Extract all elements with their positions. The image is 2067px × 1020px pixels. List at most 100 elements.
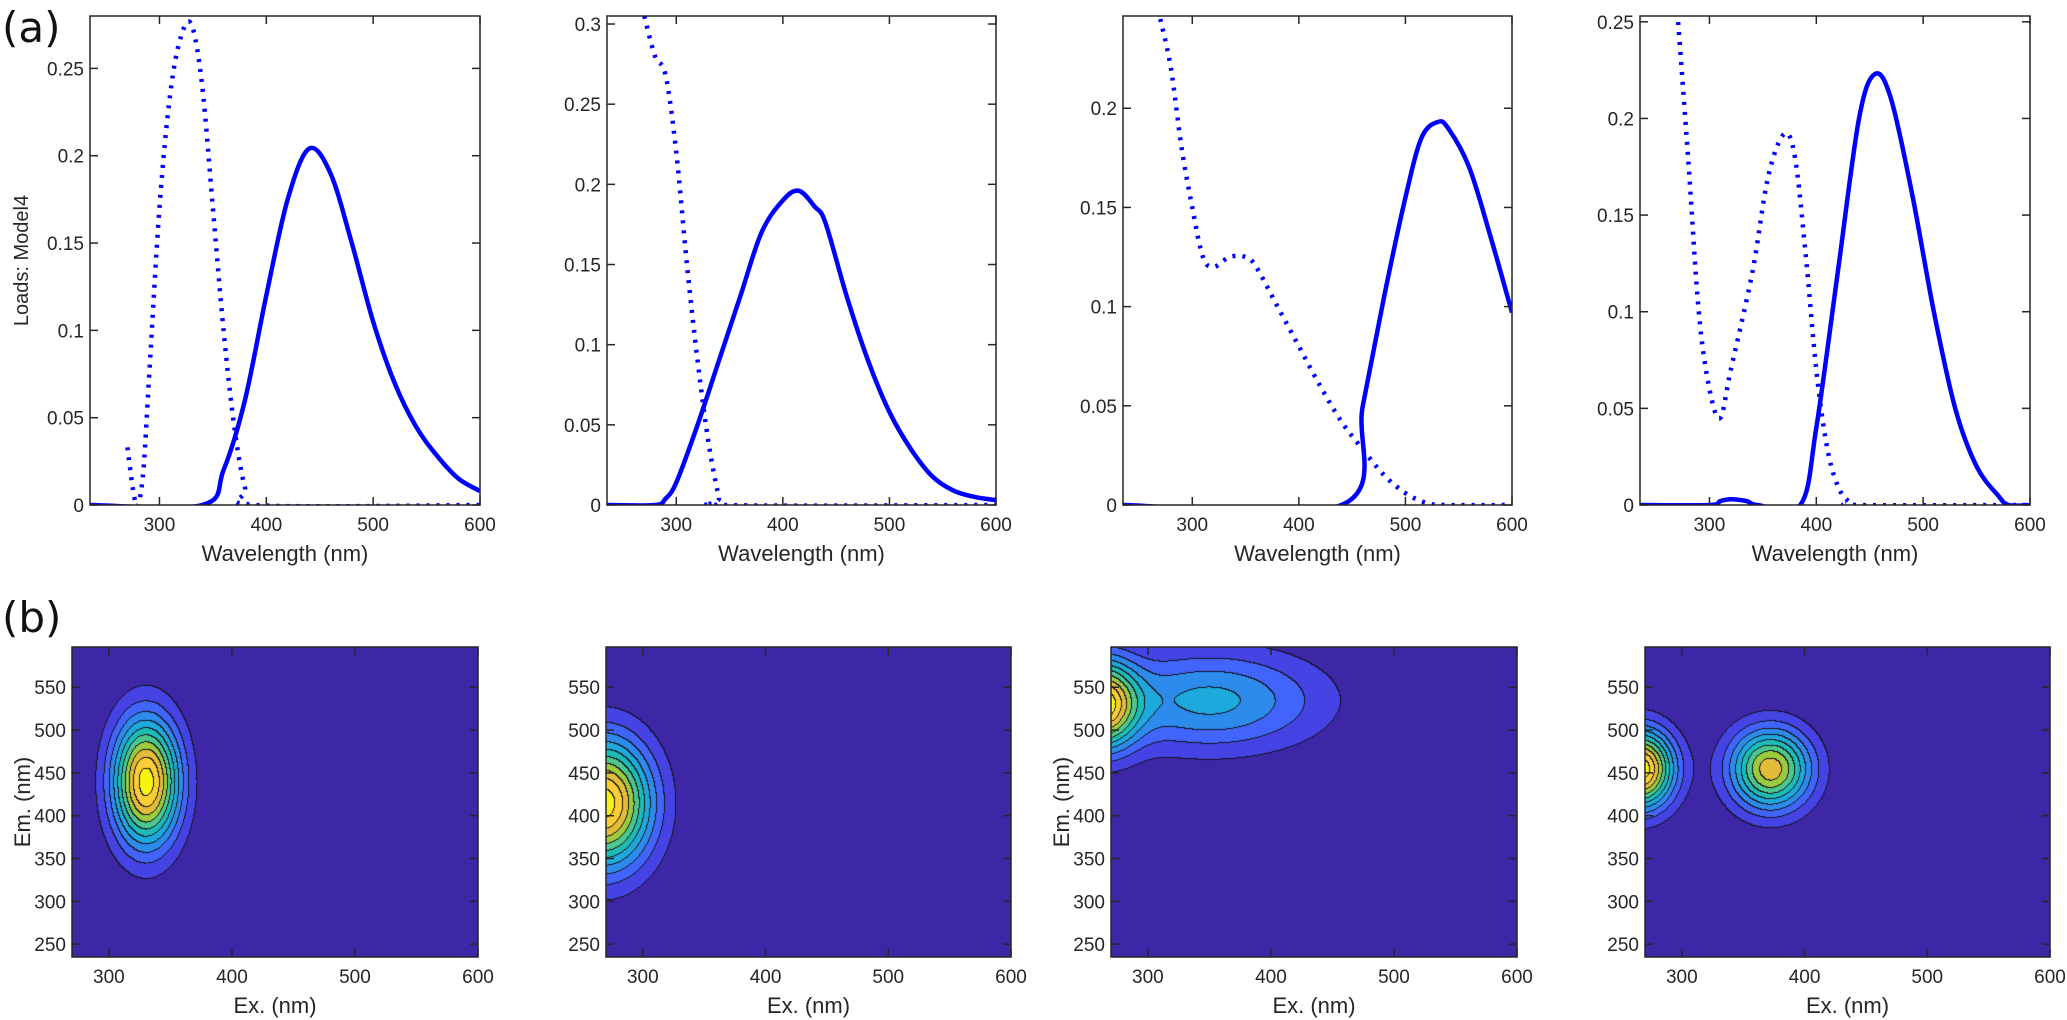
x-axis-label: Wavelength (nm) xyxy=(202,541,369,566)
panel-label-b: (b) xyxy=(2,593,61,642)
y-tick-label: 400 xyxy=(568,807,600,828)
x-tick-label: 500 xyxy=(874,515,906,536)
loadings-plot-1: 300 400 500 600 0 0.05 0.1 0.15 0.2 0.25 Wavelengt… xyxy=(11,15,496,566)
excitation-loading-line xyxy=(125,19,480,505)
y-tick-label: 550 xyxy=(568,678,600,699)
y-tick-label: 300 xyxy=(34,892,66,913)
contour-fill xyxy=(606,647,1011,957)
y-tick-label: 550 xyxy=(1073,678,1105,699)
x-tick-label: 400 xyxy=(767,515,799,536)
x-axis-label: Wavelength (nm) xyxy=(718,541,885,566)
x-tick-label: 300 xyxy=(144,515,176,536)
eem-contour-plot-4: 300 400 500 600 250 300 350 400 450 500 550 Ex. (nm… xyxy=(1607,646,2066,1018)
panel-label-a: (a) xyxy=(2,3,61,52)
contour-fill xyxy=(72,647,478,957)
x-tick-label: 500 xyxy=(1378,967,1410,988)
y-tick-label: 250 xyxy=(1607,935,1639,956)
x-tick-label: 400 xyxy=(1789,967,1821,988)
x-tick-label: 500 xyxy=(339,967,371,988)
y-tick-label: 550 xyxy=(34,678,66,699)
axes-box xyxy=(71,646,479,958)
axes-box xyxy=(605,646,1012,958)
y-tick-label: 350 xyxy=(568,850,600,871)
y-tick-label: 0.15 xyxy=(564,256,601,277)
x-tick-label: 300 xyxy=(660,515,692,536)
excitation-loading-line xyxy=(1675,16,2030,505)
x-tick-label: 300 xyxy=(627,967,659,988)
y-tick-label: 300 xyxy=(568,892,600,913)
x-axis-label: Ex. (nm) xyxy=(1806,993,1889,1018)
y-tick-label: 0.2 xyxy=(1091,99,1117,120)
x-tick-label: 500 xyxy=(357,515,389,536)
x-tick-label: 400 xyxy=(750,967,782,988)
y-tick-label: 0.3 xyxy=(575,15,601,36)
x-axis-label: Wavelength (nm) xyxy=(1752,541,1919,566)
y-tick-label: 0.05 xyxy=(47,409,84,430)
loadings-plot-2: 300 400 500 600 0 0.05 0.1 0.15 0.2 0.25 0.3 Wavele… xyxy=(564,15,1012,566)
axes-box xyxy=(1122,15,1513,506)
x-tick-label: 300 xyxy=(1694,515,1726,536)
y-tick-label: 450 xyxy=(1607,764,1639,785)
x-tick-label: 400 xyxy=(250,515,282,536)
y-tick-label: 250 xyxy=(568,935,600,956)
y-tick-label: 550 xyxy=(1607,678,1639,699)
axes-box xyxy=(1639,15,2031,506)
panels: 300 400 500 600 0 0.05 0.1 0.15 0.2 0.25 Wavelengt… xyxy=(10,13,2066,1018)
y-tick-label: 0.1 xyxy=(1091,298,1117,319)
x-axis-label: Ex. (nm) xyxy=(767,993,850,1018)
y-tick-label: 400 xyxy=(1073,807,1105,828)
x-tick-label: 600 xyxy=(2014,515,2046,536)
y-tick-label: 0.15 xyxy=(1080,198,1117,219)
y-tick-label: 400 xyxy=(34,807,66,828)
y-tick-label: 0.05 xyxy=(1597,399,1634,420)
excitation-loading-line xyxy=(1158,18,1512,505)
y-tick-label: 350 xyxy=(1073,850,1105,871)
y-tick-label: 500 xyxy=(1073,721,1105,742)
y-tick-label: 0.2 xyxy=(575,175,601,196)
x-tick-label: 300 xyxy=(93,967,125,988)
eem-contour-plot-2: 300 400 500 600 250 300 350 400 450 500 550 Ex. (nm… xyxy=(568,646,1027,1018)
y-tick-label: 0.15 xyxy=(47,234,84,255)
x-tick-label: 600 xyxy=(1501,967,1533,988)
y-tick-label: 0 xyxy=(1106,496,1117,517)
eem-contour-plot-3: 300 400 500 600 250 300 350 400 450 500 550 Ex. (nm… xyxy=(1049,646,1533,1018)
y-tick-label: 450 xyxy=(1073,764,1105,785)
axes-box xyxy=(1110,646,1518,958)
x-axis-label: Ex. (nm) xyxy=(233,993,316,1018)
x-tick-label: 300 xyxy=(1666,967,1698,988)
x-tick-label: 400 xyxy=(1283,515,1315,536)
x-tick-label: 500 xyxy=(1390,515,1422,536)
x-tick-label: 600 xyxy=(2034,967,2066,988)
contour-fill xyxy=(1645,647,2050,957)
y-tick-label: 0.2 xyxy=(1608,109,1634,130)
x-axis-label: Ex. (nm) xyxy=(1272,993,1355,1018)
y-tick-label: 0 xyxy=(590,496,601,517)
y-tick-label: 500 xyxy=(34,721,66,742)
emission-loading-line xyxy=(1123,119,1512,505)
y-axis-label: Em. (nm) xyxy=(10,757,35,847)
y-tick-label: 0 xyxy=(1623,496,1634,517)
x-tick-label: 400 xyxy=(1800,515,1832,536)
x-tick-label: 600 xyxy=(1496,515,1528,536)
x-axis-label: Wavelength (nm) xyxy=(1234,541,1401,566)
y-tick-label: 0.25 xyxy=(564,95,601,116)
y-tick-label: 450 xyxy=(34,764,66,785)
y-axis-label: Loads: Model4 xyxy=(11,195,33,326)
x-tick-label: 400 xyxy=(216,967,248,988)
axes-box xyxy=(1644,646,2051,958)
x-tick-label: 500 xyxy=(1907,515,1939,536)
y-tick-label: 350 xyxy=(34,850,66,871)
y-tick-label: 0.2 xyxy=(58,147,84,168)
y-tick-label: 350 xyxy=(1607,850,1639,871)
axes-box xyxy=(89,15,481,506)
x-tick-label: 300 xyxy=(1176,515,1208,536)
y-tick-label: 0.25 xyxy=(1597,13,1634,34)
emission-loading-line xyxy=(607,188,996,505)
y-tick-label: 250 xyxy=(34,935,66,956)
y-tick-label: 450 xyxy=(568,764,600,785)
y-tick-label: 0.15 xyxy=(1597,206,1634,227)
y-tick-label: 0.05 xyxy=(1080,397,1117,418)
x-tick-label: 600 xyxy=(995,967,1027,988)
x-tick-label: 400 xyxy=(1255,967,1287,988)
